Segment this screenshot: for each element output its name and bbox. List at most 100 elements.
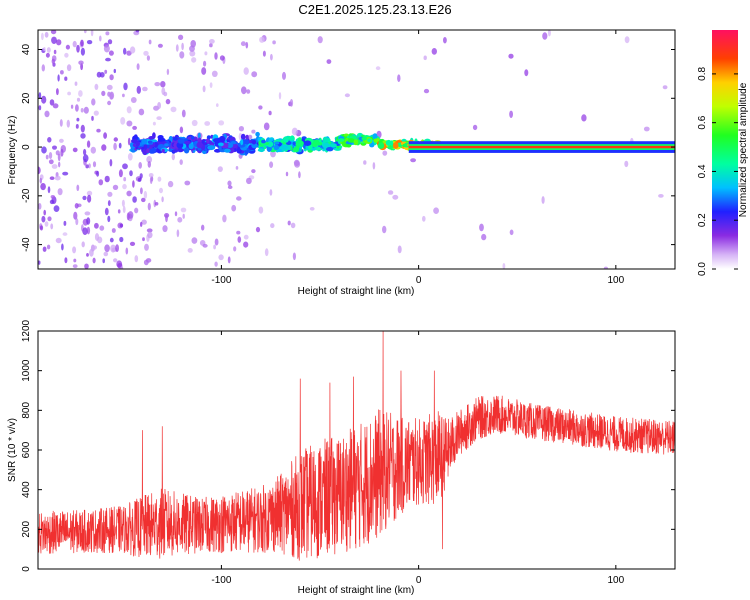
spectrogram-cell	[196, 141, 203, 149]
spectrogram-cell	[177, 138, 185, 144]
spectrogram-cell	[146, 228, 153, 233]
spectrogram-cell	[113, 258, 118, 263]
spectrogram-cell	[170, 106, 177, 113]
spectrogram-cell	[49, 176, 55, 180]
spectrogram-cell	[118, 142, 122, 149]
spectrogram-cell	[524, 69, 529, 77]
spectrogram-cell	[82, 154, 89, 163]
spectrogram-cell	[581, 114, 587, 122]
spectrogram-cell	[165, 98, 171, 105]
y-tick-label: 40	[21, 44, 32, 56]
spectrogram-cell	[387, 190, 394, 195]
spectrogram-cell	[172, 149, 178, 153]
spectrogram-cell	[60, 148, 64, 157]
spectrogram-cell	[143, 259, 149, 266]
spectrogram-cell	[382, 225, 387, 234]
spectrogram-cell	[46, 244, 51, 250]
y-tick-label: 0	[21, 566, 32, 572]
spectrogram-cell	[76, 184, 80, 191]
spectrogram-cell	[243, 234, 249, 240]
spectrogram-cell	[347, 138, 355, 143]
spectrogram-cell	[303, 140, 312, 146]
spectrogram-cell	[109, 159, 113, 167]
spectrogram-frame	[37, 29, 676, 270]
spectrogram-cell	[251, 139, 257, 145]
spectrogram-cell	[82, 227, 88, 235]
spectrogram-cell	[243, 241, 249, 248]
spectrogram-cell	[392, 194, 399, 200]
spectrogram-cell	[146, 156, 153, 163]
spectrogram-cell	[87, 194, 92, 203]
spectrogram-cell	[126, 106, 132, 114]
spectrogram-cell	[41, 146, 47, 154]
spectrogram-cell	[202, 85, 206, 93]
spectrogram-cell	[91, 115, 94, 121]
spectrogram-cell	[93, 110, 99, 116]
spectrogram-cell	[91, 98, 96, 106]
spectrogram-cell	[86, 190, 93, 196]
spectrogram-cell	[41, 215, 46, 223]
spectrogram-cell	[262, 50, 266, 57]
spectrogram-cell	[154, 82, 161, 87]
spectrogram-cell	[123, 177, 127, 182]
spectrogram-cell	[107, 191, 113, 197]
spectrogram-cell	[207, 145, 216, 151]
spectrogram-cell	[57, 74, 60, 82]
spectrogram-cell	[143, 190, 148, 199]
spectrogram-cell	[159, 187, 163, 194]
spectrogram-cell	[109, 91, 115, 100]
spectrogram-cell	[75, 124, 79, 129]
spectrogram-cell	[147, 161, 151, 168]
spectrogram-cell	[92, 245, 98, 250]
spectrogram-cell	[542, 32, 548, 40]
spectrogram-cell	[38, 92, 42, 99]
spectrogram-cell	[76, 44, 80, 53]
y-tick-label: 400	[21, 481, 32, 498]
spectrogram-cell	[263, 122, 270, 131]
spectrogram-cell	[46, 47, 51, 53]
steady-line	[408, 145, 675, 149]
spectrogram-cell	[98, 179, 104, 186]
spectrogram-cell	[138, 162, 142, 169]
spectrogram-cell	[102, 258, 105, 264]
spectrogram-cell	[57, 153, 61, 162]
spectrogram-cell	[292, 252, 296, 261]
spectrogram-cell	[508, 53, 514, 59]
spectrogram-cell	[117, 209, 121, 214]
spectrogram-cell	[298, 171, 301, 179]
spectrogram-cell	[481, 233, 487, 241]
spectrogram-cell	[49, 99, 55, 106]
spectrogram-cell	[240, 41, 246, 47]
spectrogram-cell	[132, 196, 137, 203]
spectrogram-cell	[90, 146, 97, 154]
spectrogram-y-ticks: -40 -20 0 20 40	[21, 44, 675, 252]
spectrogram-cell	[509, 110, 513, 119]
spectrogram-cell	[251, 129, 256, 134]
spectrogram-cell	[84, 211, 91, 216]
spectrogram-cell	[53, 205, 60, 213]
spectrogram-cell	[190, 135, 195, 140]
spectrogram-cell	[176, 229, 180, 238]
spectrogram-cell	[410, 158, 416, 163]
snr-y-ticks: 0 200 400 600 800 1000 1200	[21, 319, 675, 572]
spectrogram-cell	[119, 223, 124, 228]
spectrogram-cell	[72, 40, 77, 48]
spectrogram-cell	[144, 243, 149, 251]
spectrogram-cell	[101, 144, 107, 151]
spectrogram-cell	[48, 152, 53, 159]
spectrogram-cell	[125, 247, 129, 255]
spectrogram-cell	[38, 166, 41, 175]
spectrogram-cell	[377, 142, 385, 149]
spectrogram-cell	[88, 163, 91, 169]
snr-marks	[37, 330, 676, 561]
spectrogram-cell	[157, 102, 162, 109]
spectrogram-cell	[209, 39, 215, 44]
spectrogram-cell	[103, 251, 109, 257]
spectrogram-cell	[264, 248, 269, 257]
spectrogram-cell	[289, 135, 295, 142]
spectrogram-cell	[184, 140, 192, 145]
spectrogram-cell	[38, 260, 41, 265]
x-tick-label: 100	[607, 575, 624, 586]
spectrogram-cell	[49, 199, 55, 205]
